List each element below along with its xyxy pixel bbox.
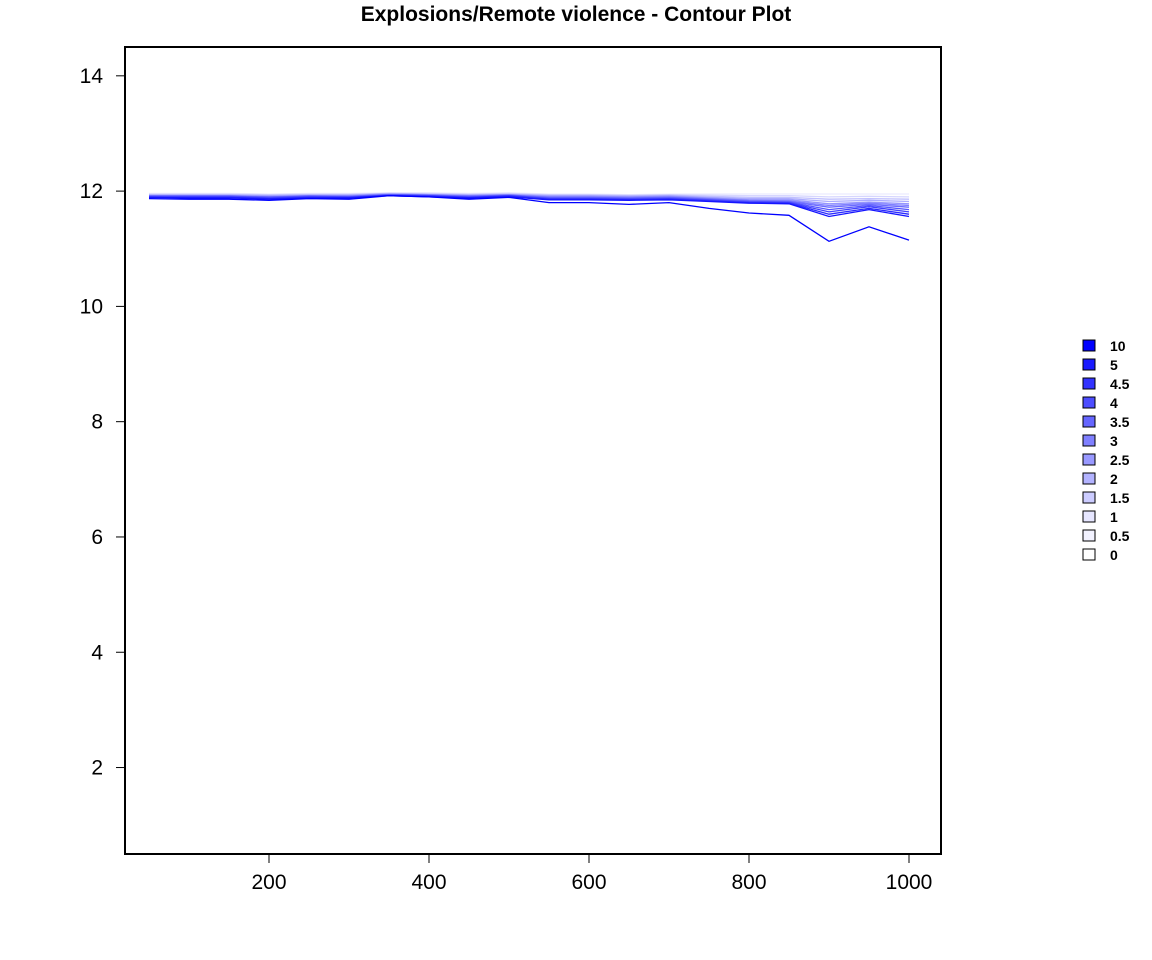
y-tick-label: 8 [91,411,103,434]
legend-label: 10 [1110,338,1126,354]
legend-swatch [1082,358,1096,371]
legend-swatch [1082,529,1096,542]
legend-label: 3 [1110,433,1118,449]
legend-label: 4.5 [1110,376,1130,392]
y-tick-label: 4 [91,641,103,664]
legend-swatch [1082,491,1096,504]
legend-swatch [1082,548,1096,561]
y-tick-label: 6 [91,526,103,549]
plot-frame [124,46,942,855]
y-tick-label: 10 [80,295,103,318]
x-tick-label: 200 [251,871,286,894]
legend-label: 4 [1110,395,1118,411]
legend-label: 0.5 [1110,528,1130,544]
legend-swatch [1082,472,1096,485]
legend-label: 0 [1110,547,1118,563]
y-axis: 2 4 6 8 10 12 14 [80,65,125,780]
y-tick-label: 2 [91,757,103,780]
legend-swatch [1082,396,1096,409]
legend-label: 3.5 [1110,414,1130,430]
x-axis: 200 400 600 800 1000 [251,853,933,894]
y-tick-label: 12 [80,180,103,203]
legend-label: 5 [1110,357,1118,373]
legend-label: 2 [1110,471,1118,487]
contour-lines [148,192,910,243]
contour-line-12 [148,195,910,243]
legend-swatch [1082,415,1096,428]
x-tick-label: 1000 [886,871,933,894]
chart-title: Explosions/Remote violence - Contour Plo… [361,3,792,26]
legend-swatch [1082,453,1096,466]
legend: 10 5 4.5 4 3.5 3 2.5 2 1.5 1 0.5 0 [1082,338,1130,563]
y-tick-label: 14 [80,65,104,88]
legend-swatch [1082,510,1096,523]
legend-label: 1 [1110,509,1118,525]
legend-swatch [1082,434,1096,447]
contour-line-11 [148,195,910,218]
legend-swatch [1082,339,1096,352]
legend-swatch [1082,377,1096,390]
x-tick-label: 800 [731,871,766,894]
legend-label: 2.5 [1110,452,1130,468]
legend-label: 1.5 [1110,490,1130,506]
x-tick-label: 600 [571,871,606,894]
x-tick-label: 400 [411,871,446,894]
